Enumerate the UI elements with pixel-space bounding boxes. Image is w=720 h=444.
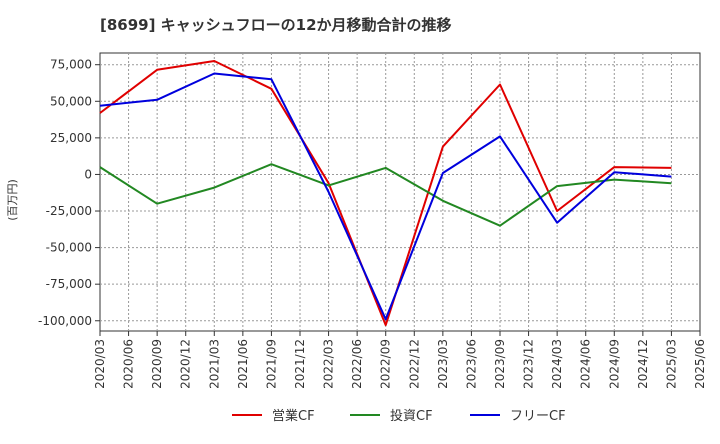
series-line-0	[99, 60, 672, 327]
x-tick-label: 2022/03	[322, 339, 336, 389]
chart-title: [8699] キャッシュフローの12か月移動合計の推移	[100, 16, 452, 34]
x-tick-label: 2023/12	[522, 339, 536, 389]
legend-label-2: フリーCF	[510, 409, 566, 424]
x-tick-label: 2020/06	[122, 339, 136, 389]
x-tick-label: 2023/09	[493, 339, 507, 389]
x-tick-label: 2024/09	[607, 339, 621, 389]
legend-label-1: 投資CF	[390, 408, 433, 424]
x-tick-label: 2022/06	[350, 339, 364, 389]
y-tick-label: 50,000	[50, 94, 92, 108]
y-tick-label: -100,000	[38, 314, 92, 328]
x-tick-label: 2020/03	[93, 339, 107, 389]
x-tick-label: 2021/06	[236, 339, 250, 389]
y-tick-label: -50,000	[46, 241, 92, 255]
x-tick-label: 2022/09	[379, 339, 393, 389]
x-axis-ticks: 2020/03 2020/06 2020/09 2020/12 2021/03 2021/…	[93, 331, 707, 389]
y-axis-ticks: 75,000 50,000 25,000 0 -25,000 -50,000 -75,000…	[38, 58, 100, 328]
x-tick-label: 2022/12	[407, 339, 421, 389]
plot-frame	[99, 52, 701, 332]
y-tick-label: 0	[84, 167, 92, 181]
x-tick-label: 2024/03	[550, 339, 564, 389]
y-tick-label: -75,000	[46, 277, 92, 291]
series-lines	[99, 60, 672, 327]
y-tick-label: 25,000	[50, 131, 92, 145]
x-tick-label: 2020/09	[150, 339, 164, 389]
series-line-2	[99, 72, 672, 321]
series-line-1	[99, 163, 672, 227]
plot-area	[99, 52, 701, 332]
x-tick-label: 2020/12	[179, 339, 193, 389]
grid-lines	[100, 53, 700, 331]
legend-label-0: 営業CF	[272, 408, 315, 424]
y-axis-label: (百万円)	[6, 179, 19, 221]
x-tick-label: 2021/09	[264, 339, 278, 389]
x-tick-label: 2025/03	[664, 339, 678, 389]
y-tick-label: 75,000	[50, 58, 92, 72]
x-tick-label: 2021/03	[207, 339, 221, 389]
x-tick-label: 2023/03	[436, 339, 450, 389]
legend: 営業CF 投資CF フリーCF	[232, 408, 566, 424]
x-tick-label: 2023/06	[464, 339, 478, 389]
x-tick-label: 2025/06	[693, 339, 707, 389]
y-tick-label: -25,000	[46, 204, 92, 218]
x-tick-label: 2024/12	[636, 339, 650, 389]
x-tick-label: 2021/12	[293, 339, 307, 389]
x-tick-label: 2024/06	[579, 339, 593, 389]
